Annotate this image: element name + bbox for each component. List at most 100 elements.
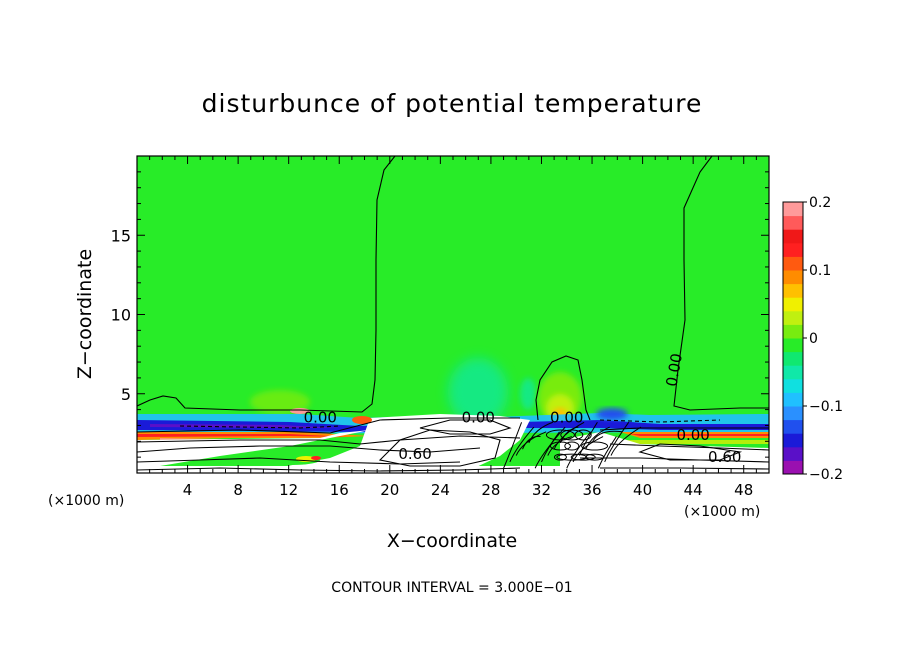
colorbar-swatch-19 bbox=[783, 202, 803, 217]
field-lower-white-mid bbox=[250, 414, 530, 473]
y-axis-label: Z−coordinate bbox=[74, 249, 96, 379]
contour-label-2: 0.00 bbox=[550, 409, 583, 427]
colorbar: 0.2 0.1 0 −0.1 −0.2 bbox=[782, 195, 843, 483]
x-tick-label-3: 16 bbox=[330, 481, 349, 499]
contour-dashed-left bbox=[179, 425, 341, 429]
knot-line bbox=[585, 426, 610, 450]
contour-dashed-right bbox=[599, 419, 721, 423]
field-band-yellow-right bbox=[620, 440, 769, 444]
knot-line bbox=[509, 426, 535, 463]
y-tick-label-2: 15 bbox=[111, 226, 131, 245]
contour-label-6: 0.60 bbox=[708, 448, 741, 466]
x-tick-label-0: 4 bbox=[183, 481, 193, 499]
field-patch-red-top bbox=[352, 416, 372, 424]
colorbar-swatch-13 bbox=[783, 283, 803, 298]
x-tick-label-9: 40 bbox=[633, 481, 652, 499]
field-patch-red-bottom bbox=[311, 456, 321, 460]
knot-line bbox=[559, 426, 579, 444]
knot-ring bbox=[545, 429, 575, 441]
x-tick-label-4: 20 bbox=[380, 481, 399, 499]
knot-ring bbox=[556, 453, 588, 461]
x-axis: 4 8 12 16 20 24 28 32 36 40 44 48 bbox=[149, 156, 757, 499]
contour-zero-right-column bbox=[673, 156, 769, 411]
contour-ring-right bbox=[638, 443, 743, 461]
knot-line bbox=[604, 421, 630, 463]
x-tick-label-6: 28 bbox=[481, 481, 500, 499]
colorbar-label-4: −0.2 bbox=[809, 467, 843, 483]
field-patch-yellow-green-left bbox=[250, 390, 310, 414]
knot-line bbox=[591, 430, 623, 444]
colorbar-swatch-8 bbox=[783, 351, 803, 366]
colorbar-swatch-2 bbox=[783, 433, 803, 448]
colorbar-swatch-0 bbox=[783, 460, 803, 475]
field-band-blue-dark bbox=[150, 424, 340, 428]
contour-label-1: 0.00 bbox=[462, 409, 495, 427]
knot-line bbox=[534, 426, 566, 469]
knot-line bbox=[578, 422, 598, 456]
contour-lines bbox=[137, 156, 769, 472]
knot-line bbox=[528, 421, 554, 444]
contour-label-4: 0.00 bbox=[676, 426, 709, 444]
colorbar-swatch-12 bbox=[783, 297, 803, 312]
y-axis: 5 10 15 bbox=[111, 171, 769, 458]
colorbar-label-3: −0.1 bbox=[809, 399, 843, 415]
contour-right-lower-1 bbox=[580, 457, 769, 463]
colorbar-swatch-10 bbox=[783, 324, 803, 339]
knot-ring bbox=[549, 441, 571, 451]
field-patch-blue-right bbox=[596, 408, 628, 420]
colorbar-swatch-9 bbox=[783, 338, 803, 353]
field-patch-cyan-small bbox=[520, 378, 536, 410]
contour-zero-dome bbox=[535, 355, 591, 421]
colorbar-swatch-18 bbox=[783, 215, 803, 230]
x-tick-label-7: 32 bbox=[532, 481, 551, 499]
knot-ring bbox=[581, 441, 609, 451]
colorbar-swatch-14 bbox=[783, 270, 803, 285]
contour-zero-left-column bbox=[137, 156, 396, 413]
x-unit-label-left: (×1000 m) bbox=[48, 493, 124, 509]
y-tick-label-0: 5 bbox=[121, 385, 131, 404]
colorbar-swatch-5 bbox=[783, 392, 803, 407]
contour-lower-left-2 bbox=[137, 457, 461, 465]
contour-label-0: 0.00 bbox=[304, 409, 337, 427]
colorbar-swatch-17 bbox=[783, 229, 803, 244]
colorbar-label-2: 0 bbox=[809, 331, 818, 347]
contour-band-lower bbox=[137, 435, 521, 445]
contour-knot bbox=[503, 421, 642, 469]
x-tick-label-10: 44 bbox=[684, 481, 703, 499]
knot-ring bbox=[570, 453, 596, 461]
knot-line bbox=[610, 426, 642, 456]
colorbar-swatch-15 bbox=[783, 256, 803, 271]
knot-ring bbox=[564, 441, 580, 451]
knot-line bbox=[522, 435, 541, 450]
colorbar-swatch-7 bbox=[783, 365, 803, 380]
knot-line bbox=[541, 431, 560, 463]
field-band-red-right bbox=[630, 434, 769, 436]
contour-ring-upper bbox=[419, 419, 512, 435]
contour-ring-mid bbox=[378, 429, 501, 467]
knot-ring bbox=[585, 453, 605, 461]
knot-line bbox=[503, 422, 523, 469]
plot-area: 0.00 0.00 0.00 0.00 0.00 0.60 0.60 bbox=[137, 156, 769, 473]
knot-ring bbox=[553, 453, 567, 461]
colorbar-label-1: 0.1 bbox=[809, 263, 831, 279]
x-unit-label-right: (×1000 m) bbox=[684, 504, 760, 520]
colorbar-swatch-6 bbox=[783, 378, 803, 393]
y-tick-label-1: 10 bbox=[111, 306, 131, 325]
knot-ring bbox=[560, 429, 584, 441]
colorbar-swatch-1 bbox=[783, 446, 803, 461]
x-tick-label-2: 12 bbox=[279, 481, 298, 499]
contour-right-band-lower bbox=[609, 443, 769, 451]
knot-line bbox=[597, 436, 617, 469]
colorbar-swatch-3 bbox=[783, 419, 803, 434]
footer-contour-interval: CONTOUR INTERVAL = 3.000E−01 bbox=[331, 580, 572, 596]
colorbar-swatch-11 bbox=[783, 310, 803, 325]
x-tick-label-8: 36 bbox=[582, 481, 601, 499]
field-patch-cyan-mid bbox=[448, 358, 508, 426]
field-band-red bbox=[137, 434, 350, 437]
contour-band-upper bbox=[137, 417, 520, 434]
contour-right-band-upper bbox=[599, 427, 769, 431]
chart-title: disturbunce of potential temperature bbox=[202, 89, 703, 118]
x-tick-label-5: 24 bbox=[431, 481, 450, 499]
contour-label-5: 0.60 bbox=[398, 445, 431, 463]
x-tick-label-1: 8 bbox=[233, 481, 243, 499]
